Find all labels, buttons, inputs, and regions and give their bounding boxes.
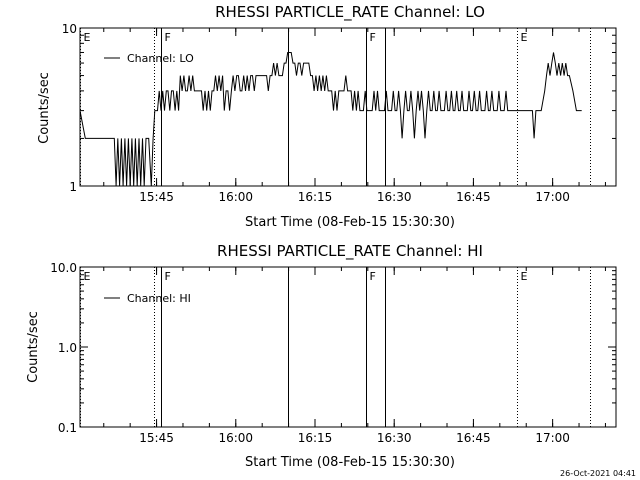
lo-series	[79, 52, 582, 187]
lo-axis-ticks: 15:45 16:00 16:15 16:30 16:45 17:00 1 10	[62, 22, 616, 204]
generation-timestamp: 26-Oct-2021 04:41	[560, 469, 636, 478]
lo-plot-frame	[79, 27, 617, 187]
x-tick-label: 16:00	[218, 190, 253, 204]
x-tick-label: 16:00	[218, 431, 253, 445]
lo-legend-label: Channel: LO	[127, 52, 194, 65]
lo-chart-title: RHESSI PARTICLE_RATE Channel: LO	[215, 3, 485, 22]
hi-chart-title: RHESSI PARTICLE_RATE Channel: HI	[217, 242, 483, 261]
hi-plot-frame	[79, 266, 617, 428]
time-marker-label: F	[165, 31, 171, 44]
x-tick-label: 15:45	[139, 190, 174, 204]
x-tick-label: 16:15	[298, 190, 333, 204]
lo-y-axis-label: Counts/sec	[37, 72, 52, 144]
x-tick-label: 16:45	[456, 190, 491, 204]
x-tick-label: 17:00	[535, 431, 570, 445]
y-tick-label: 10.0	[50, 261, 77, 275]
hi-channel-plot: RHESSI PARTICLE_RATE Channel: HI Start T…	[26, 242, 617, 470]
x-tick-label: 15:45	[139, 431, 174, 445]
y-tick-label: 1	[69, 180, 77, 194]
time-marker-label: E	[84, 270, 91, 283]
lo-x-axis-label: Start Time (08-Feb-15 15:30:30)	[245, 215, 455, 230]
x-tick-label: 16:30	[377, 431, 412, 445]
x-tick-label: 16:45	[456, 431, 491, 445]
hi-x-axis-label: Start Time (08-Feb-15 15:30:30)	[245, 455, 455, 470]
x-tick-label: 17:00	[535, 190, 570, 204]
hi-legend-label: Channel: HI	[127, 292, 191, 305]
time-marker-label: F	[370, 31, 376, 44]
time-marker-label: E	[84, 31, 91, 44]
time-marker-label: E	[521, 270, 528, 283]
y-tick-label: 0.1	[58, 421, 77, 435]
time-marker-label: F	[165, 270, 171, 283]
lo-channel-plot: RHESSI PARTICLE_RATE Channel: LO Start T…	[37, 3, 617, 230]
time-marker-label: F	[370, 270, 376, 283]
series-line	[79, 52, 582, 187]
time-marker-label: E	[521, 31, 528, 44]
lo-legend: Channel: LO	[104, 52, 194, 65]
y-tick-label: 10	[62, 22, 77, 36]
x-tick-label: 16:30	[377, 190, 412, 204]
x-tick-label: 16:15	[298, 431, 333, 445]
hi-legend: Channel: HI	[104, 292, 191, 305]
hi-y-axis-label: Counts/sec	[26, 311, 41, 383]
y-tick-label: 1.0	[58, 341, 77, 355]
